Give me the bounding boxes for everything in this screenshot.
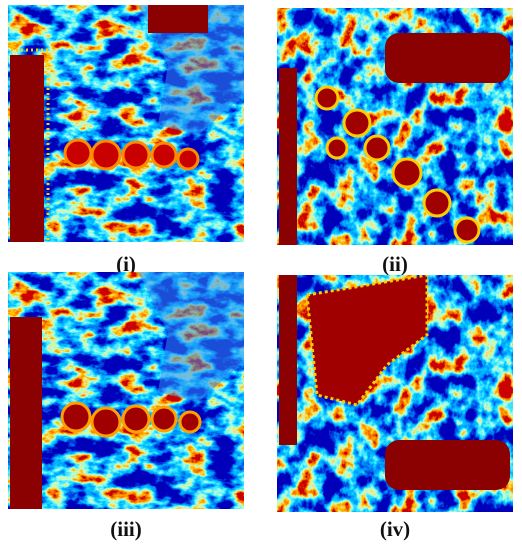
panel-caption: (i) [116,252,136,276]
fractal-image [8,272,244,509]
panel-caption: (iv) [379,517,411,541]
fractal-image [277,8,513,245]
fractal-image [8,5,244,242]
fractal-image [277,275,513,512]
panel-caption: (iii) [110,517,142,541]
panel-caption: (ii) [382,252,408,276]
